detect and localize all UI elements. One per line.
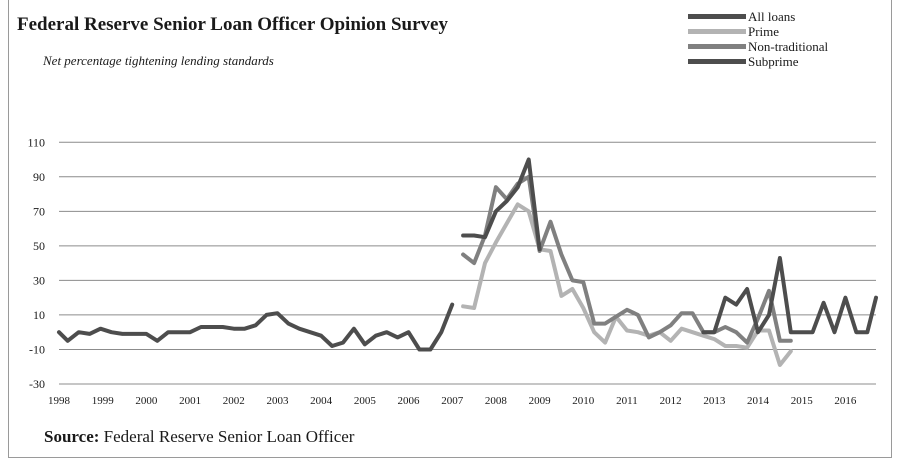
chart-subtitle: Net percentage tightening lending standa… [43,53,274,68]
legend-item-subprime: Subprime [688,54,828,69]
x-tick-label: 2001 [179,395,201,407]
legend-swatch-subprime [688,59,746,64]
x-tick-label: 2016 [834,395,857,407]
legend-label-non-traditional: Non-traditional [748,38,829,54]
x-tick-label: 2010 [572,395,595,407]
chart-frame [8,0,892,458]
legend-label-subprime: Subprime [748,53,799,69]
legend-label-all-loans: All loans [748,8,796,24]
x-tick-label: 2009 [529,395,552,407]
series-line-all-loans [57,302,455,352]
x-tick-label: 2003 [266,395,289,407]
series-line-subprime [461,157,542,252]
y-tick-label: 110 [27,135,45,149]
chart-title: Federal Reserve Senior Loan Officer Opin… [17,14,448,35]
legend-item-all-loans: All loans [688,9,828,24]
y-tick-label: 10 [33,308,45,322]
x-tick-label: 2008 [485,395,508,407]
y-tick-label: 70 [33,204,45,218]
x-tick-label: 1999 [92,395,115,407]
source-label: Source: [44,427,100,446]
legend-swatch-non-traditional [688,44,746,49]
x-tick-label: 2011 [616,395,638,407]
series-line-prime [461,202,793,367]
y-tick-label: -30 [29,377,45,391]
legend-label-prime: Prime [748,23,780,39]
x-tick-label: 2015 [791,395,814,407]
x-tick-label: 2012 [660,395,682,407]
x-tick-label: 2002 [223,395,245,407]
legend: All loans Prime Non-traditional Subprime [688,9,828,69]
legend-item-non-traditional: Non-traditional [688,39,828,54]
x-tick-label: 2014 [747,395,770,407]
x-tick-label: 2000 [135,395,158,407]
y-tick-label: 30 [33,273,45,287]
x-tick-label: 2013 [703,395,726,407]
source-text: Federal Reserve Senior Loan Officer [99,427,355,446]
series-line-non-traditional [461,174,793,345]
x-tick-label: 2004 [310,395,333,407]
y-tick-label: -10 [29,342,45,356]
legend-swatch-all-loans [688,14,746,19]
x-tick-label: 2007 [441,395,464,407]
x-tick-label: 2005 [354,395,377,407]
x-tick-label: 2006 [398,395,421,407]
legend-swatch-prime [688,29,746,34]
series-line-subprime [701,256,878,335]
source-note: Source: Federal Reserve Senior Loan Offi… [44,427,354,447]
y-tick-label: 50 [33,239,45,253]
x-tick-label: 1998 [48,395,71,407]
legend-item-prime: Prime [688,24,828,39]
y-tick-label: 90 [33,170,45,184]
